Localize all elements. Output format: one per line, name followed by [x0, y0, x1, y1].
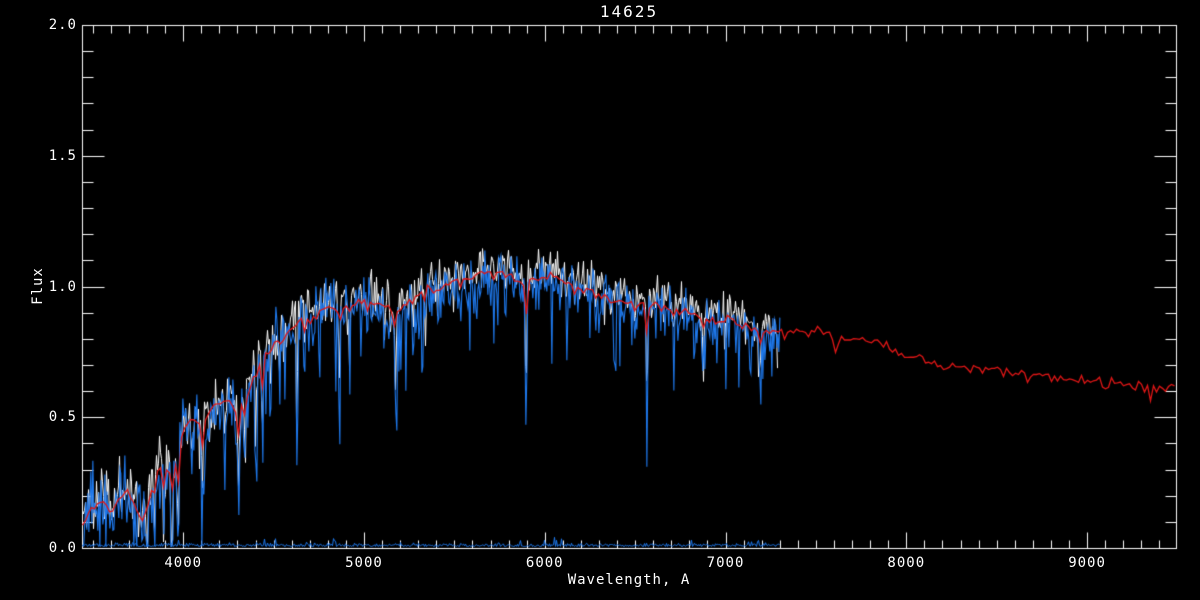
y-tick-label: 2.0	[48, 17, 77, 33]
x-tick-label: 6000	[525, 555, 564, 571]
x-tick-label: 5000	[345, 555, 383, 571]
x-tick-label: 7000	[706, 555, 745, 571]
y-tick-label: 0.5	[48, 409, 77, 426]
x-tick-label: 8000	[887, 555, 926, 571]
y-tick-label: 1.0	[48, 278, 77, 295]
y-tick-label: 0.0	[48, 540, 77, 556]
x-tick-label: 9000	[1068, 555, 1106, 571]
x-tick-label: 4000	[164, 555, 203, 571]
plot-title: 14625	[599, 2, 659, 21]
x-axis-label: Wavelength, A	[567, 572, 691, 588]
y-tick-label: 1.5	[48, 147, 77, 164]
